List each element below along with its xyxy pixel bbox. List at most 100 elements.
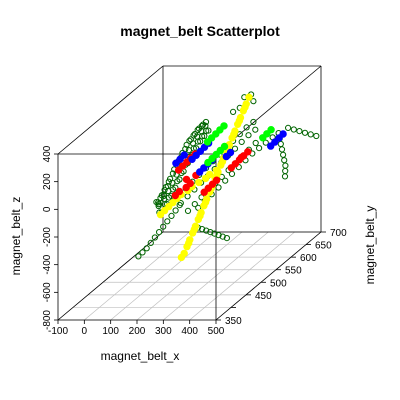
data-point: [290, 126, 297, 133]
data-point: [223, 235, 230, 242]
grid-line: [136, 231, 243, 321]
data-point: [172, 184, 179, 191]
data-point: [184, 193, 191, 200]
data-point: [201, 198, 210, 207]
data-point: [218, 157, 227, 166]
data-point: [256, 145, 263, 152]
data-point: [168, 212, 175, 219]
data-point: [220, 122, 228, 130]
data-point: [279, 130, 287, 138]
data-point: [171, 191, 180, 200]
data-point: [243, 124, 250, 131]
chart-title: magnet_belt Scatterplot: [120, 23, 280, 39]
x-tick-label: -100: [48, 326, 68, 337]
data-point: [200, 188, 208, 196]
data-point: [278, 146, 286, 153]
box-edge: [215, 231, 322, 321]
data-point: [190, 132, 197, 139]
z-tick-label: -600: [42, 282, 53, 302]
data-point: [277, 140, 284, 148]
data-point: [231, 145, 239, 152]
z-tick-label: -200: [42, 227, 53, 247]
data-point: [155, 201, 163, 208]
data-point: [245, 93, 253, 101]
data-point: [191, 201, 198, 208]
data-point: [204, 158, 212, 167]
data-point: [203, 227, 210, 234]
data-point: [172, 207, 179, 214]
y-tick-label: 650: [315, 241, 332, 252]
data-point: [197, 138, 204, 145]
y-axis-label: magnet_belt_y: [363, 206, 377, 285]
data-point: [190, 225, 199, 234]
data-point: [281, 157, 288, 164]
z-axis: -800 -600 -400 -200 0 200 400: [42, 145, 58, 330]
data-point: [199, 226, 206, 233]
data-point: [215, 184, 222, 191]
data-point: [195, 178, 203, 187]
data-point: [267, 126, 275, 134]
data-point: [183, 141, 190, 148]
data-point: [177, 253, 186, 262]
data-point: [151, 234, 158, 241]
data-point: [199, 133, 206, 140]
data-point: [194, 138, 201, 145]
grid-line: [84, 231, 190, 321]
z-tick-label: -400: [42, 254, 53, 274]
data-point: [201, 132, 208, 140]
data-points: [135, 91, 320, 262]
data-point: [147, 239, 154, 246]
data-point: [220, 142, 229, 151]
data-point: [282, 162, 289, 169]
data-point: [219, 233, 226, 240]
data-point: [215, 232, 222, 239]
y-tick-label: 500: [270, 278, 287, 289]
data-point: [156, 229, 163, 236]
y-tick-label: 350: [225, 316, 242, 327]
data-point: [176, 176, 183, 183]
data-point: [227, 164, 236, 172]
data-point: [252, 139, 259, 147]
data-point: [313, 132, 320, 140]
data-point: [182, 175, 191, 184]
x-tick-label: 400: [181, 326, 198, 337]
data-point: [135, 253, 142, 260]
data-point: [228, 170, 236, 177]
data-point: [169, 170, 176, 177]
data-point: [252, 126, 259, 133]
data-point: [172, 159, 180, 167]
data-point: [176, 202, 183, 209]
data-point: [301, 129, 309, 136]
data-point: [235, 117, 244, 125]
data-point: [238, 138, 245, 145]
x-axis-label: magnet_belt_x: [101, 349, 180, 363]
x-tick-label: 0: [82, 326, 88, 337]
x-tick-label: 300: [155, 326, 172, 337]
data-point: [212, 166, 221, 175]
z-tick-label: 0: [42, 206, 53, 212]
data-point: [244, 148, 252, 156]
data-point: [262, 139, 269, 146]
data-point: [226, 148, 235, 157]
data-point: [164, 218, 171, 225]
y-tick-label: 700: [330, 228, 347, 239]
data-point: [207, 229, 214, 236]
data-point: [285, 124, 292, 132]
data-point: [230, 130, 238, 139]
data-point: [161, 192, 168, 199]
data-point: [160, 223, 167, 230]
z-tick-label: 400: [42, 145, 53, 162]
data-point: [174, 166, 183, 174]
data-point: [307, 131, 314, 138]
z-tick-label: -800: [42, 310, 53, 330]
data-point: [245, 132, 252, 139]
x-tick-label: 100: [102, 326, 119, 337]
data-point: [280, 151, 287, 158]
data-point: [296, 128, 303, 135]
box-edge: [57, 65, 164, 155]
data-point: [237, 153, 246, 162]
data-point: [184, 207, 192, 214]
x-axis: -100 0 100 200 300 400 500: [48, 320, 225, 337]
data-point: [212, 176, 221, 184]
